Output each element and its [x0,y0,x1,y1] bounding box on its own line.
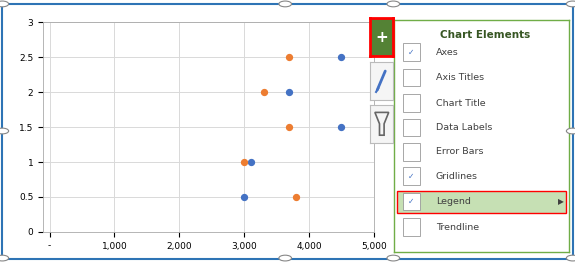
Bar [402,43,420,61]
Text: Legend: Legend [436,197,471,206]
Text: Axis Titles: Axis Titles [436,73,484,82]
Point [337,125,346,129]
Text: Chart Elements: Chart Elements [440,30,530,40]
Point [292,195,301,199]
Legend: 2019, 2018: 2019, 2018 [385,109,439,145]
Text: ✓: ✓ [408,197,415,206]
Bar [397,191,566,213]
Point [246,160,255,164]
Bar [402,119,420,136]
Point [285,55,294,59]
Bar [402,143,420,161]
Text: ✓: ✓ [408,172,415,181]
Point [259,90,268,94]
Text: Chart Title: Chart Title [436,99,486,108]
Text: Error Bars: Error Bars [436,147,484,156]
Bar [402,94,420,112]
Bar [402,167,420,185]
Point [285,90,294,94]
Text: Data Labels: Data Labels [436,123,492,132]
Bar [397,191,566,213]
Text: Axes: Axes [436,48,459,57]
Bar [402,69,420,86]
Point [240,195,249,199]
Point [337,55,346,59]
Text: ✓: ✓ [408,48,415,57]
Text: ▶: ▶ [558,197,564,206]
Bar [402,193,420,210]
Text: Gridlines: Gridlines [436,172,478,181]
Bar [402,219,420,236]
Point [285,125,294,129]
Text: +: + [375,30,388,45]
Text: Trendline: Trendline [436,223,479,232]
Point [240,160,249,164]
